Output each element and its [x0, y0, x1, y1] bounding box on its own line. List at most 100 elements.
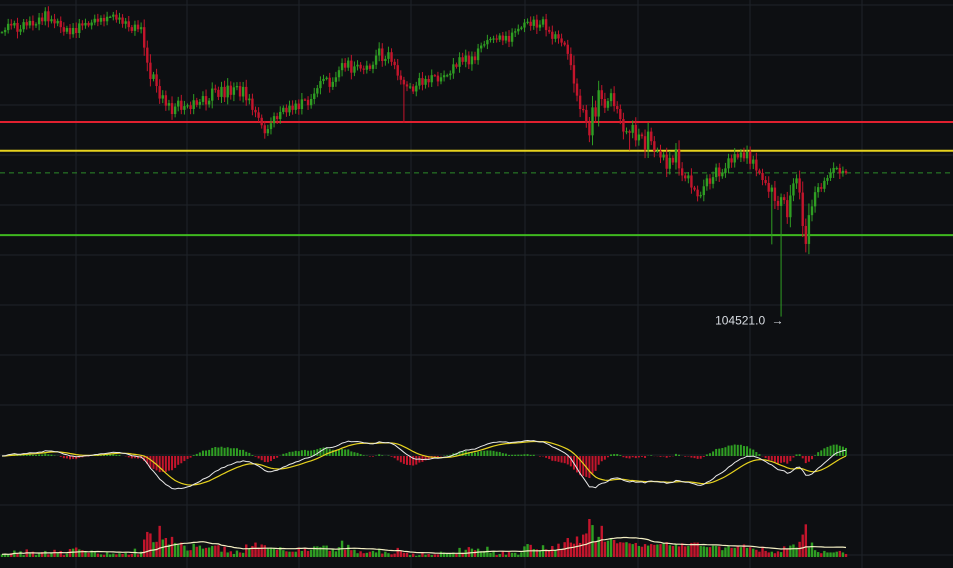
candle-130 — [402, 76, 406, 123]
volume-bar-101 — [313, 546, 316, 557]
candle-176 — [544, 13, 548, 37]
candle-98 — [303, 98, 307, 102]
volume-bar-126 — [390, 554, 393, 557]
volume-bar-229 — [708, 547, 712, 557]
volume-bar-218 — [674, 544, 678, 557]
volume-bar-239 — [739, 547, 743, 557]
volume-bar-92 — [285, 551, 288, 557]
volume-bar-258 — [798, 541, 801, 557]
volume-bar-227 — [702, 546, 705, 557]
candle-186 — [575, 78, 579, 102]
candle-48 — [149, 54, 152, 87]
candle-29 — [90, 19, 93, 30]
candle-75 — [232, 82, 236, 102]
volume-bar-42 — [130, 553, 134, 557]
candle-70 — [217, 86, 220, 101]
volume-bar-54 — [167, 544, 171, 557]
volume-bar-121 — [374, 552, 378, 557]
volume-bar-16 — [50, 552, 53, 557]
candle-212 — [656, 147, 659, 153]
candle-99 — [306, 96, 310, 110]
volume-bar-164 — [507, 552, 511, 557]
volume-bar-190 — [588, 519, 591, 557]
candle-164 — [507, 30, 511, 48]
candle-58 — [180, 94, 183, 115]
candle-259 — [801, 181, 804, 238]
volume-bar-57 — [177, 544, 180, 557]
candle-90 — [279, 106, 282, 124]
macd-line — [1, 439, 847, 490]
candle-262 — [810, 199, 814, 222]
candle-73 — [226, 78, 229, 105]
candle-32 — [99, 15, 103, 25]
volume-bar-40 — [124, 552, 127, 557]
candle-263 — [813, 186, 817, 213]
candle-38 — [118, 12, 121, 24]
candle-111 — [343, 58, 347, 72]
candle-161 — [498, 33, 501, 42]
candle-37 — [115, 10, 118, 23]
candle-116 — [359, 62, 362, 72]
volume-bar-272 — [841, 552, 845, 557]
volume-bar-148 — [458, 547, 461, 557]
candle-83 — [257, 107, 260, 122]
candle-162 — [501, 31, 505, 46]
candle-235 — [727, 153, 730, 174]
candle-36 — [112, 11, 115, 21]
candle-234 — [724, 162, 727, 178]
volume-bar-58 — [180, 542, 183, 557]
volume-bar-153 — [473, 550, 477, 557]
candle-132 — [408, 82, 412, 90]
candle-136 — [421, 72, 424, 91]
volume-bar-144 — [445, 553, 449, 557]
candle-203 — [628, 129, 631, 151]
candle-24 — [74, 22, 78, 39]
volume-bar-83 — [257, 547, 260, 557]
volume-bar-9 — [28, 553, 32, 557]
candle-118 — [365, 60, 369, 74]
candle-206 — [637, 128, 641, 146]
volume-bar-193 — [597, 536, 600, 557]
volume-bar-47 — [146, 531, 149, 557]
volume-bar-242 — [748, 547, 752, 557]
volume-bar-68 — [211, 545, 214, 557]
candle-17 — [53, 13, 56, 29]
candle-107 — [331, 77, 334, 90]
candle-95 — [294, 100, 297, 114]
candle-35 — [109, 15, 112, 18]
volume-bar-234 — [724, 547, 727, 557]
volume-bar-55 — [170, 536, 174, 557]
volume-bar-119 — [368, 551, 372, 557]
candle-174 — [538, 20, 542, 31]
volume-bar-196 — [606, 540, 610, 557]
volume-bar-122 — [377, 548, 381, 557]
volume-bar-178 — [551, 545, 554, 557]
candle-77 — [238, 81, 242, 101]
volume-bar-132 — [408, 555, 412, 557]
volume-bar-63 — [195, 546, 198, 557]
volume-bar-14 — [44, 550, 47, 557]
candle-246 — [761, 168, 764, 186]
candle-213 — [659, 144, 662, 164]
candle-214 — [662, 152, 665, 161]
candle-28 — [87, 21, 90, 28]
candle-12 — [37, 12, 41, 31]
candle-167 — [517, 24, 520, 35]
candle-27 — [84, 18, 87, 29]
volume-bar-69 — [214, 545, 217, 557]
volume-bar-232 — [718, 546, 721, 557]
candle-14 — [44, 7, 47, 26]
candle-25 — [78, 18, 81, 38]
candle-120 — [371, 61, 375, 74]
candle-266 — [823, 177, 826, 193]
candle-87 — [269, 117, 273, 135]
volume-bar-237 — [733, 547, 736, 557]
candle-79 — [245, 79, 248, 106]
volume-bar-116 — [359, 551, 362, 557]
candle-63 — [195, 97, 198, 108]
volume-bar-166 — [514, 552, 517, 557]
candle-244 — [755, 152, 758, 177]
